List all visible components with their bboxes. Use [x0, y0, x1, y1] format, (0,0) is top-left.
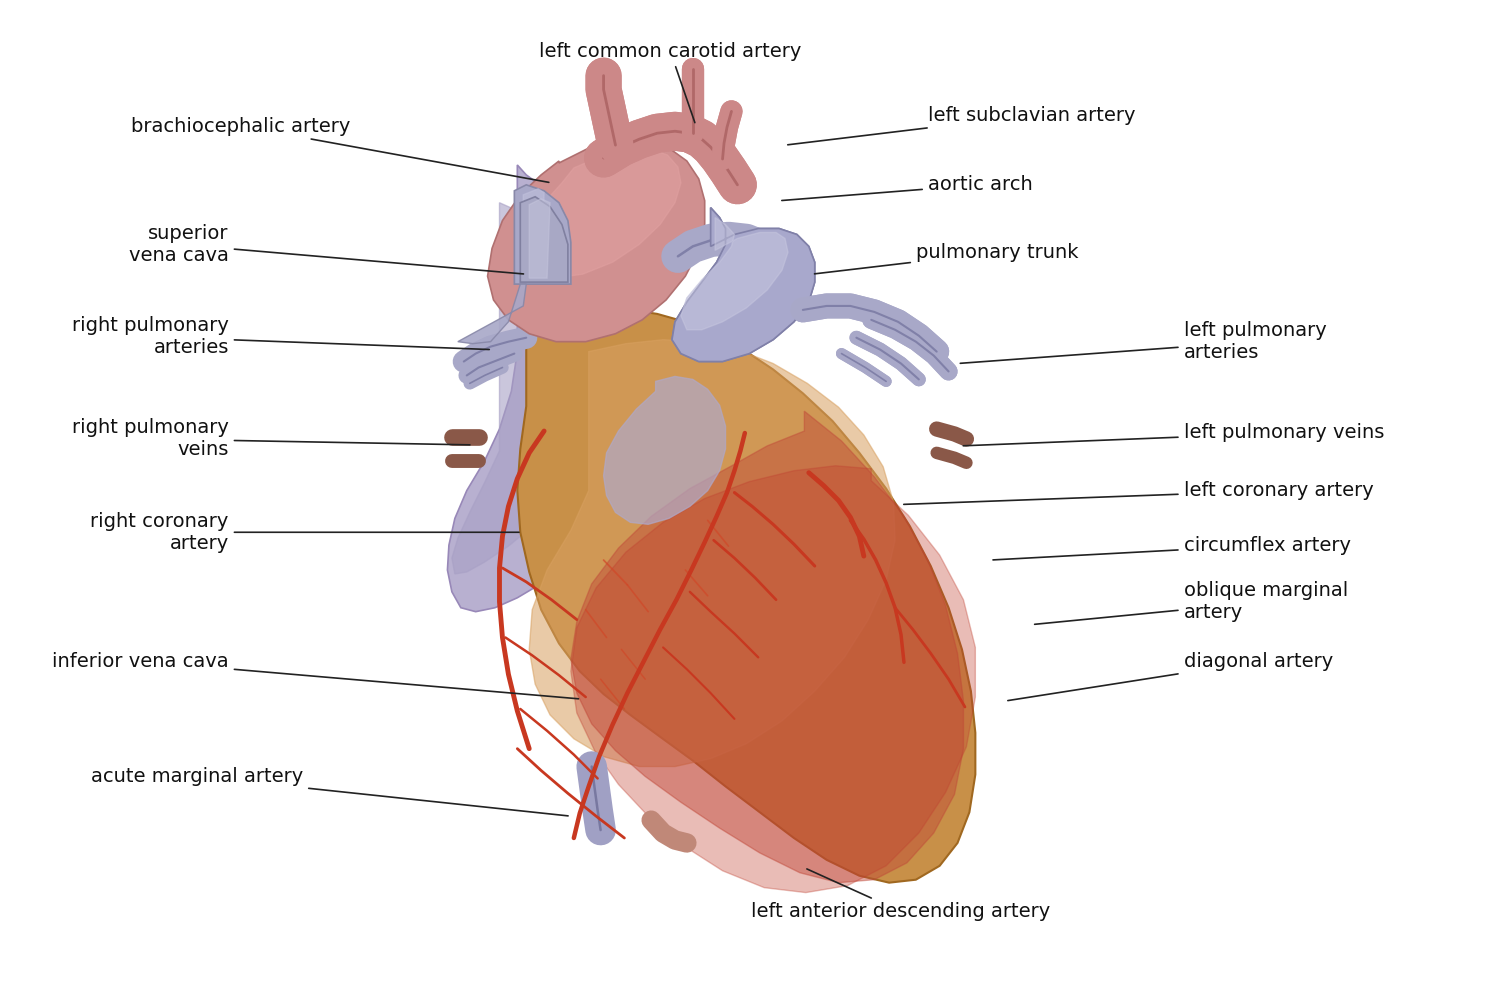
Text: diagonal artery: diagonal artery [1008, 652, 1334, 701]
Polygon shape [518, 310, 975, 883]
Polygon shape [572, 465, 975, 893]
Text: right pulmonary
arteries: right pulmonary arteries [72, 316, 489, 357]
Polygon shape [447, 165, 660, 612]
Text: left subclavian artery: left subclavian artery [788, 106, 1136, 145]
Text: oblique marginal
artery: oblique marginal artery [1035, 582, 1348, 625]
Text: pulmonary trunk: pulmonary trunk [815, 243, 1078, 274]
Text: right pulmonary
veins: right pulmonary veins [72, 418, 470, 459]
Text: inferior vena cava: inferior vena cava [53, 652, 579, 699]
Text: left pulmonary
arteries: left pulmonary arteries [960, 321, 1326, 363]
Polygon shape [452, 202, 626, 574]
Polygon shape [530, 339, 896, 767]
Polygon shape [681, 217, 788, 329]
Text: superior
vena cava: superior vena cava [129, 224, 524, 274]
Text: left coronary artery: left coronary artery [904, 481, 1374, 505]
Text: acute marginal artery: acute marginal artery [92, 767, 568, 816]
Polygon shape [524, 189, 544, 280]
Polygon shape [530, 199, 550, 278]
Polygon shape [603, 376, 726, 525]
Polygon shape [672, 207, 814, 361]
Polygon shape [458, 284, 526, 343]
Text: aortic arch: aortic arch [782, 175, 1032, 200]
Polygon shape [672, 207, 814, 361]
Polygon shape [572, 411, 963, 883]
Text: left common carotid artery: left common carotid artery [540, 42, 801, 123]
Polygon shape [681, 217, 788, 329]
Polygon shape [514, 185, 572, 284]
Text: brachiocephalic artery: brachiocephalic artery [132, 117, 549, 182]
Text: left anterior descending artery: left anterior descending artery [752, 869, 1050, 921]
Text: circumflex artery: circumflex artery [993, 536, 1350, 560]
Polygon shape [518, 149, 681, 278]
Polygon shape [520, 197, 568, 282]
Polygon shape [488, 141, 705, 341]
Text: right coronary
artery: right coronary artery [90, 512, 519, 553]
Text: left pulmonary veins: left pulmonary veins [963, 423, 1384, 445]
